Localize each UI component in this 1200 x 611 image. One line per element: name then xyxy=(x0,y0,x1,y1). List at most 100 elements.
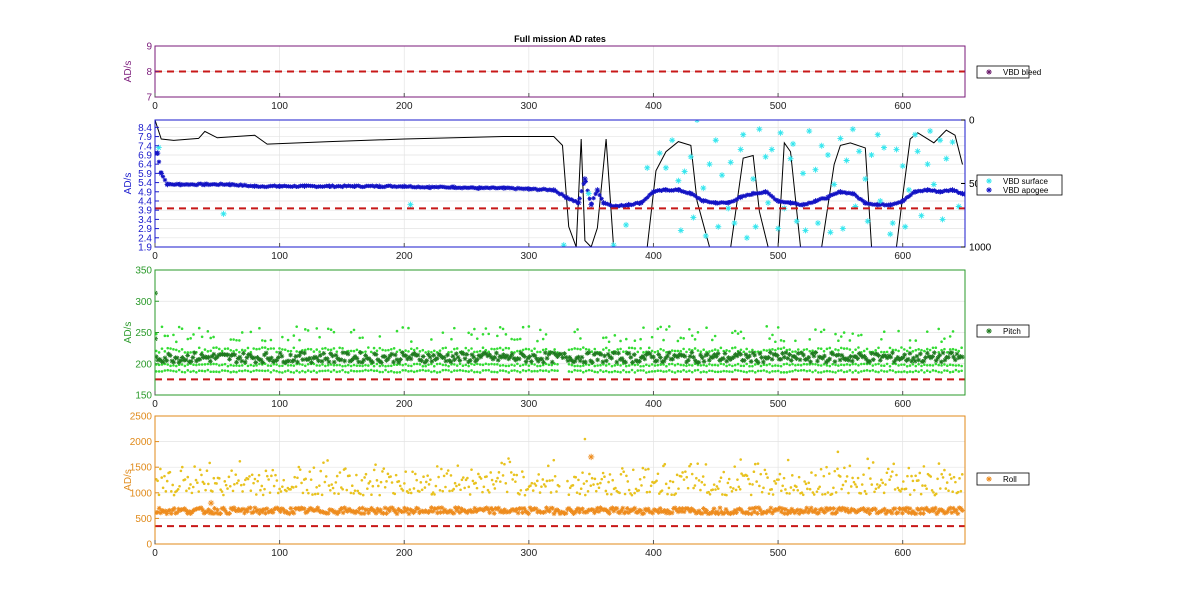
roll-point xyxy=(265,474,269,478)
pitch-point xyxy=(736,332,740,335)
roll-point xyxy=(908,493,912,496)
roll-point xyxy=(786,458,790,462)
apogee-point xyxy=(555,190,560,195)
pitch-point xyxy=(286,338,290,342)
pitch-point xyxy=(680,352,686,358)
pitch-point xyxy=(527,347,531,351)
roll-point xyxy=(626,510,632,516)
roll-point xyxy=(240,506,246,512)
roll-point xyxy=(716,487,720,490)
pitch-point xyxy=(329,370,333,374)
surface-point xyxy=(700,185,707,192)
pitch-point xyxy=(464,351,470,357)
roll-point xyxy=(914,506,920,512)
apogee-point xyxy=(878,202,883,207)
roll-point xyxy=(378,493,381,497)
pitch-point xyxy=(787,352,792,357)
data-layer xyxy=(155,290,965,381)
roll-point xyxy=(226,487,229,490)
pitch-point xyxy=(925,363,929,367)
roll-point xyxy=(737,485,741,489)
apogee-point xyxy=(899,198,906,204)
roll-point xyxy=(361,511,367,516)
pitch-point xyxy=(776,326,780,329)
roll-point xyxy=(611,508,617,514)
apogee-point xyxy=(351,183,358,190)
pitch-point xyxy=(759,355,765,360)
roll-point xyxy=(577,509,582,515)
pitch-point xyxy=(185,352,191,358)
apogee-point xyxy=(543,187,548,192)
pitch-point xyxy=(628,354,634,360)
pitch-point xyxy=(779,364,783,368)
pitch-point xyxy=(656,369,660,373)
roll-point xyxy=(684,505,690,511)
pitch-point xyxy=(593,370,597,374)
roll-point xyxy=(285,510,291,516)
roll-point xyxy=(795,485,798,488)
roll-point xyxy=(507,457,510,460)
pitch-point xyxy=(794,356,799,362)
pitch-point xyxy=(326,348,330,351)
pitch-point xyxy=(920,348,923,352)
pitch-point xyxy=(381,348,384,352)
pitch-point xyxy=(498,325,502,329)
roll-point xyxy=(748,482,752,486)
pitch-point xyxy=(716,364,720,367)
apogee-point xyxy=(705,199,710,204)
pitch-point xyxy=(888,368,892,372)
apogee-point xyxy=(587,196,592,201)
apogee-point xyxy=(505,185,511,190)
roll-point xyxy=(202,482,206,486)
pitch-point xyxy=(326,369,330,372)
pitch-point xyxy=(573,368,577,372)
roll-point xyxy=(174,510,180,515)
roll-point xyxy=(239,507,244,513)
pitch-point xyxy=(241,350,246,356)
pitch-point xyxy=(882,370,886,373)
pitch-point xyxy=(358,364,362,367)
pitch-point xyxy=(590,369,594,372)
apogee-point xyxy=(236,183,241,188)
roll-point xyxy=(452,505,458,511)
pitch-point xyxy=(676,339,680,343)
roll-outlier xyxy=(207,499,215,507)
apogee-point xyxy=(585,188,590,193)
roll-point xyxy=(700,480,704,484)
roll-point xyxy=(185,511,191,516)
pitch-point xyxy=(780,350,785,356)
pitch-point xyxy=(624,364,628,368)
roll-point xyxy=(482,485,486,489)
pitch-point xyxy=(471,354,477,360)
pitch-point xyxy=(283,348,287,352)
pitch-point xyxy=(940,364,943,367)
roll-point xyxy=(171,506,177,511)
x-tick-label: 0 xyxy=(152,101,158,112)
pitch-point xyxy=(338,363,341,367)
roll-point xyxy=(200,507,206,513)
roll-point xyxy=(189,483,192,486)
pitch-point xyxy=(369,368,373,372)
roll-point xyxy=(852,507,857,513)
pitch-point xyxy=(630,346,634,350)
roll-point xyxy=(913,511,919,517)
pitch-point xyxy=(295,325,298,328)
roll-point xyxy=(631,468,635,472)
pitch-point xyxy=(229,363,233,367)
roll-point xyxy=(509,471,513,474)
pitch-point xyxy=(869,350,874,356)
roll-point xyxy=(438,488,442,492)
x-tick-label: 600 xyxy=(894,548,911,559)
roll-point xyxy=(894,510,899,516)
pitch-point xyxy=(691,354,696,360)
roll-point xyxy=(316,492,320,496)
roll-point xyxy=(689,462,693,466)
pitch-point xyxy=(293,353,299,359)
roll-point xyxy=(833,469,837,473)
pitch-point xyxy=(805,363,809,366)
roll-point xyxy=(224,483,228,487)
pitch-point xyxy=(296,353,302,359)
roll-point xyxy=(810,471,813,474)
